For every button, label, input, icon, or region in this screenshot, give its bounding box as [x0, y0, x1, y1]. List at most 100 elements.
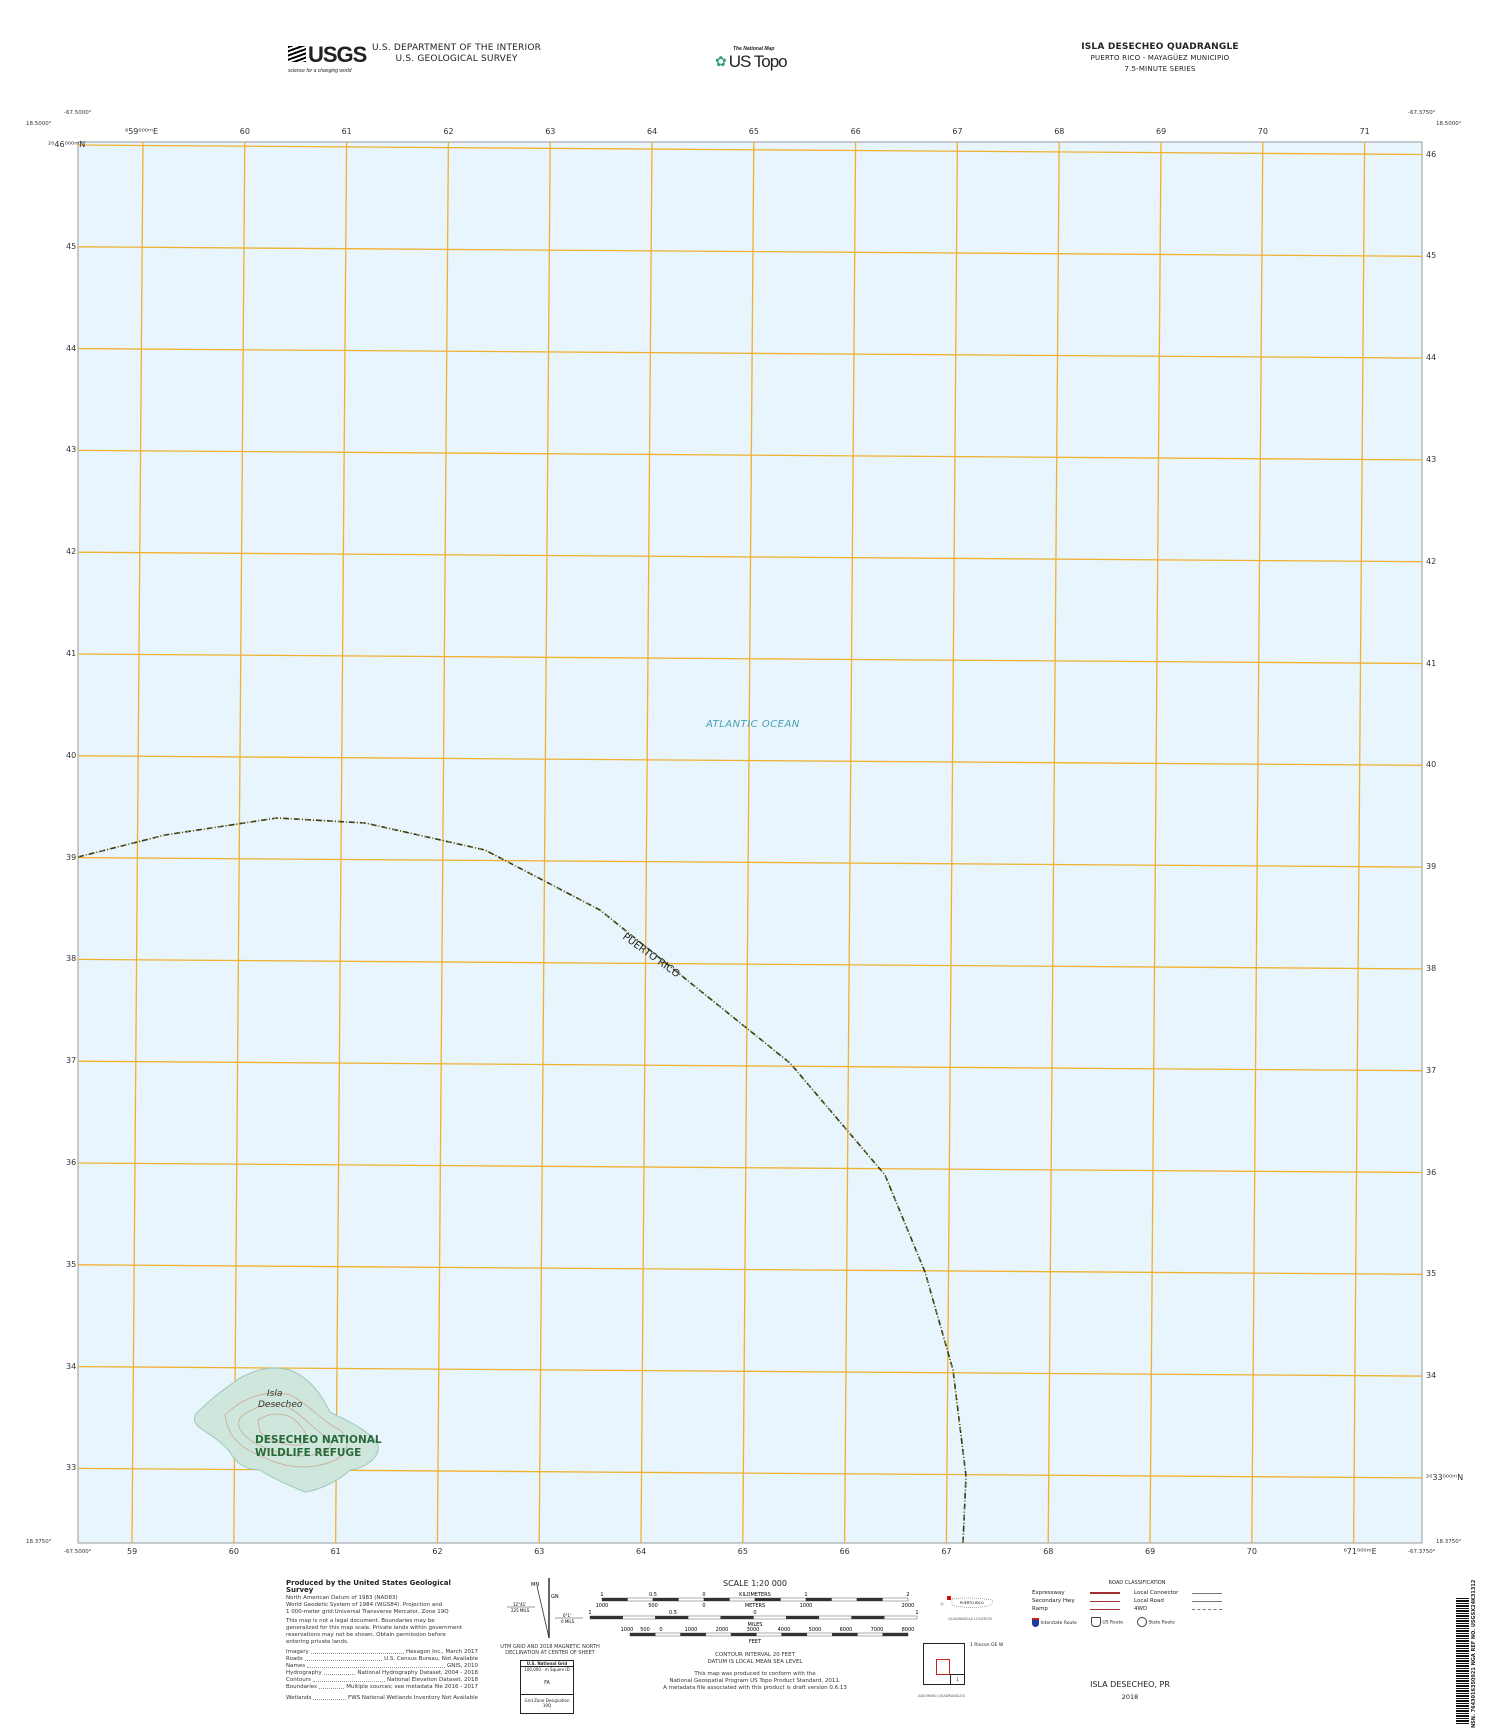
credit-row: Names GNIS, 2010 — [286, 1663, 478, 1670]
northing-tick-label-left: 33 — [66, 1463, 77, 1473]
credit-key: Imagery — [286, 1649, 309, 1655]
island-desecheo — [193, 1367, 379, 1493]
quadrangle-title: ISLA DESECHEO QUADRANGLE — [1081, 42, 1239, 52]
scale-tick-label: 4000 — [778, 1627, 791, 1633]
sheet-name: ISLA DESECHEO, PR — [1090, 1680, 1170, 1689]
scale-tick-label: 1000 — [596, 1603, 609, 1609]
feet-bar-segment — [831, 1632, 858, 1637]
northing-tick-label-left: 42 — [66, 547, 77, 557]
note-line: This map was produced to conform with th… — [694, 1671, 816, 1677]
scale-unit-label: FEET — [749, 1639, 762, 1645]
easting-tick-label-top: 64 — [647, 127, 658, 136]
us-topo-wordmark: US Topo — [728, 52, 788, 71]
easting-tick-label-bottom: 61 — [330, 1547, 341, 1556]
credit-row: Wetlands FWS National Wetlands Inventory … — [286, 1695, 478, 1702]
road-type-label: 4WD — [1134, 1606, 1148, 1612]
road-legend-item: Secondary Hwy — [1032, 1597, 1120, 1605]
corner-bl-lat: 18.3750° — [26, 1539, 52, 1545]
km-bar-segment — [882, 1597, 909, 1602]
road-classification-legend: ROAD CLASSIFICATION Expressway Secondary … — [1032, 1580, 1242, 1627]
scale-tick-label: 3000 — [747, 1627, 760, 1633]
leader-dots — [313, 1695, 347, 1700]
national-map-leaf-icon: ✿ — [715, 54, 727, 70]
corner-tr-lon: -67.3750° — [1408, 110, 1436, 116]
scale-tick-label: 1 — [915, 1610, 918, 1616]
easting-tick-label-bottom: 60 — [228, 1547, 239, 1556]
water-area — [77, 141, 1423, 1544]
northing-gridline — [77, 755, 1423, 766]
northing-gridline — [77, 856, 1423, 868]
road-symbol — [1090, 1592, 1120, 1594]
easting-tick-label-bottom: 62 — [432, 1547, 443, 1556]
northing-gridline — [77, 1264, 1423, 1275]
northing-tick-label-right: 38 — [1426, 963, 1437, 973]
corner-tl-lon: -67.5000° — [64, 110, 92, 116]
feet-bar-segment — [680, 1632, 707, 1637]
right-angle: 0°1' — [563, 1613, 571, 1618]
easting-tick-label-bottom: 66 — [839, 1547, 850, 1556]
leader-dots — [323, 1670, 356, 1675]
northing-tick-label-right: 37 — [1426, 1065, 1437, 1075]
feet-bar-segment — [705, 1632, 732, 1637]
usng-square-id: FA — [544, 1680, 550, 1686]
vertical-datum: DATUM IS LOCAL MEAN SEA LEVEL — [707, 1659, 803, 1665]
legal-notes: This map is not a legal document. Bounda… — [286, 1618, 478, 1646]
leader-dots — [312, 1677, 385, 1682]
km-bar-segment — [729, 1597, 756, 1602]
sheet-year: 2018 — [1121, 1693, 1139, 1701]
location-caption: QUADRANGLE LOCATION — [948, 1617, 992, 1621]
leader-dots — [304, 1656, 383, 1661]
easting-tick-label-bottom: 65 — [737, 1547, 748, 1556]
scale-tick-label: 2000 — [716, 1627, 729, 1633]
scale-tick-label: 0 — [702, 1592, 705, 1598]
northing-tick-label-left: 41 — [66, 649, 77, 658]
note-line: North American Datum of 1983 (NAD83) — [286, 1595, 398, 1601]
usng-box: U.S. National Grid 100,000 - m Square ID… — [520, 1660, 574, 1714]
mile-bar-segment — [753, 1615, 787, 1620]
easting-tick-label-bottom: 68 — [1043, 1547, 1054, 1556]
easting-gridline — [334, 141, 348, 1544]
gn-label: GN — [551, 1594, 559, 1600]
corner-bl-lon: -67.5000° — [64, 1549, 92, 1555]
northing-tick-label-left: 44 — [66, 343, 77, 353]
note-line: reservations may not be shown. Obtain pe… — [286, 1632, 446, 1638]
scale-tick-label: 8000 — [902, 1627, 915, 1633]
easting-gridline — [1149, 141, 1162, 1544]
barcode-text: NSN. 7643016350921 NGA REF NO. USGSX24K3… — [1471, 1579, 1477, 1728]
road-type-label: Ramp — [1032, 1606, 1048, 1612]
road-legend-title: ROAD CLASSIFICATION — [1108, 1580, 1166, 1586]
feet-bar-segment — [806, 1632, 833, 1637]
easting-tick-label-top: 61 — [341, 127, 352, 136]
current-quad-box — [936, 1659, 950, 1675]
quadrangle-subtitle: PUERTO RICO - MAYAGÜEZ MUNICIPIO — [1090, 54, 1230, 62]
note-line: A metadata file associated with this pro… — [663, 1685, 847, 1691]
usgs-wave-icon — [288, 46, 306, 62]
declination-caption-line: DECLINATION AT CENTER OF SHEET — [505, 1650, 595, 1656]
credit-key: Roads — [286, 1656, 303, 1662]
credit-value: Multiple sources; see metadata file 2016… — [346, 1684, 478, 1690]
feet-bar-segment — [629, 1632, 656, 1637]
adjoining-cell: 1 — [950, 1674, 964, 1685]
sheet-name-block: ISLA DESECHEO, PR 2018 — [1060, 1680, 1200, 1701]
feet-bar-segment — [781, 1632, 808, 1637]
credit-row: Boundaries Multiple sources; see metadata… — [286, 1684, 478, 1691]
usgs-wordmark: USGS — [308, 42, 367, 67]
scale-tick-label: 500 — [648, 1603, 658, 1609]
northing-tick-label-left: 40 — [66, 750, 77, 760]
credit-value: GNIS, 2010 — [447, 1663, 478, 1669]
credit-row: Contours National Elevation Dataset, 2018 — [286, 1677, 478, 1684]
adjoining-quadrangles-diagram: 1 — [923, 1643, 965, 1685]
department-line: U.S. DEPARTMENT OF THE INTERIOR — [372, 43, 542, 53]
km-bar-segment — [856, 1597, 883, 1602]
mn-label: MN — [531, 1582, 539, 1588]
usgs-logo: USGS science for a changing world — [288, 42, 367, 74]
road-symbol — [1090, 1600, 1120, 1602]
credit-row: Imagery Hexagon Inc., March 2017 — [286, 1649, 478, 1656]
mile-bar-segment — [884, 1615, 918, 1620]
adjoining-caption: ADJOINING QUADRANGLES — [918, 1694, 965, 1698]
mile-bar-segment — [720, 1615, 754, 1620]
usng-gzd-label: Grid Zone Designation — [521, 1694, 573, 1703]
